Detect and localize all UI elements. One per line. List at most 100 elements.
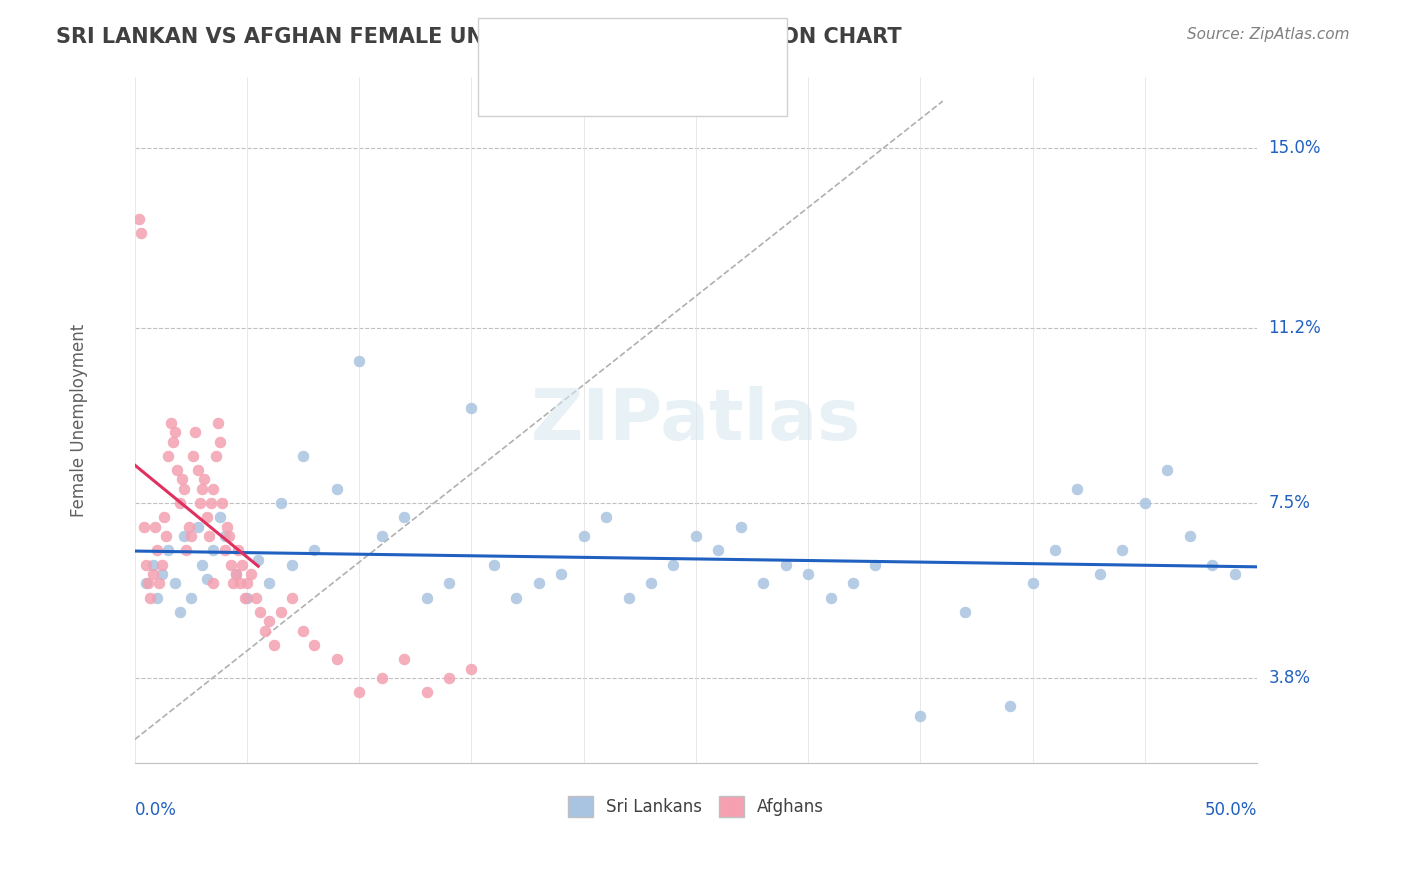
Point [662, 558, 685, 572]
Point [202, 482, 225, 496]
Point [193, 472, 215, 486]
Point [415, 685, 437, 699]
Point [195, 510, 218, 524]
Point [1223, 566, 1246, 581]
Point [176, 543, 198, 558]
Point [135, 558, 157, 572]
Point [281, 558, 304, 572]
Point [865, 558, 887, 572]
Point [225, 566, 247, 581]
Point [437, 576, 460, 591]
Point [157, 449, 180, 463]
Point [146, 591, 169, 605]
Point [1156, 463, 1178, 477]
Point [162, 434, 184, 449]
Point [550, 566, 572, 581]
Point [165, 425, 187, 439]
Point [139, 591, 162, 605]
Point [204, 449, 226, 463]
Point [1201, 558, 1223, 572]
Point [437, 671, 460, 685]
Point [159, 416, 181, 430]
Point [998, 699, 1021, 714]
Text: Source: ZipAtlas.com: Source: ZipAtlas.com [1187, 27, 1350, 42]
Point [1021, 576, 1043, 591]
Point [685, 529, 707, 543]
Point [153, 510, 176, 524]
Point [202, 576, 225, 591]
Point [1111, 543, 1133, 558]
Text: R =: R = [502, 29, 538, 47]
Point [505, 591, 527, 605]
Point [208, 434, 231, 449]
Point [142, 558, 165, 572]
Text: 11.2%: 11.2% [1268, 319, 1322, 337]
Point [214, 529, 236, 543]
Text: 0.0%: 0.0% [135, 801, 177, 819]
Point [170, 472, 193, 486]
Point [752, 576, 775, 591]
Point [191, 482, 214, 496]
Point [640, 576, 662, 591]
Point [955, 605, 977, 619]
Point [150, 558, 173, 572]
Text: 67: 67 [643, 80, 665, 98]
Point [169, 605, 191, 619]
Point [259, 576, 281, 591]
Point [281, 591, 304, 605]
Point [270, 496, 292, 510]
Point [527, 576, 550, 591]
Point [233, 591, 256, 605]
Point [195, 572, 218, 586]
Point [143, 519, 166, 533]
Point [208, 510, 231, 524]
Point [797, 566, 820, 581]
Point [128, 212, 150, 227]
Point [595, 510, 617, 524]
Point [1088, 566, 1111, 581]
Point [215, 519, 238, 533]
Point [165, 576, 187, 591]
Point [236, 576, 259, 591]
Point [460, 401, 482, 416]
Point [370, 529, 392, 543]
Text: N =: N = [605, 80, 641, 98]
Point [142, 566, 165, 581]
Point [231, 558, 253, 572]
Point [166, 463, 188, 477]
Point [707, 543, 730, 558]
Point [157, 543, 180, 558]
Point [218, 529, 240, 543]
Point [1178, 529, 1201, 543]
Point [173, 529, 195, 543]
Point [326, 652, 349, 666]
Point [236, 591, 259, 605]
Point [200, 496, 222, 510]
Point [347, 685, 370, 699]
Text: ZIPatlas: ZIPatlas [531, 385, 860, 455]
Point [247, 553, 270, 567]
Point [211, 496, 233, 510]
Point [180, 591, 202, 605]
Point [842, 576, 865, 591]
Point [1133, 496, 1156, 510]
Point [202, 543, 225, 558]
Point [173, 482, 195, 496]
Point [730, 519, 752, 533]
Point [198, 529, 221, 543]
Point [1066, 482, 1088, 496]
Point [207, 416, 229, 430]
Point [180, 529, 202, 543]
Point [259, 614, 281, 628]
Point [253, 624, 276, 638]
Point [270, 605, 292, 619]
Legend: Sri Lankans, Afghans: Sri Lankans, Afghans [561, 789, 831, 823]
Point [347, 354, 370, 368]
Text: 15.0%: 15.0% [1268, 139, 1320, 157]
Point [225, 566, 247, 581]
Point [370, 671, 392, 685]
Point [136, 576, 159, 591]
Point [184, 425, 207, 439]
Text: 3.8%: 3.8% [1268, 669, 1310, 687]
Point [460, 661, 482, 675]
